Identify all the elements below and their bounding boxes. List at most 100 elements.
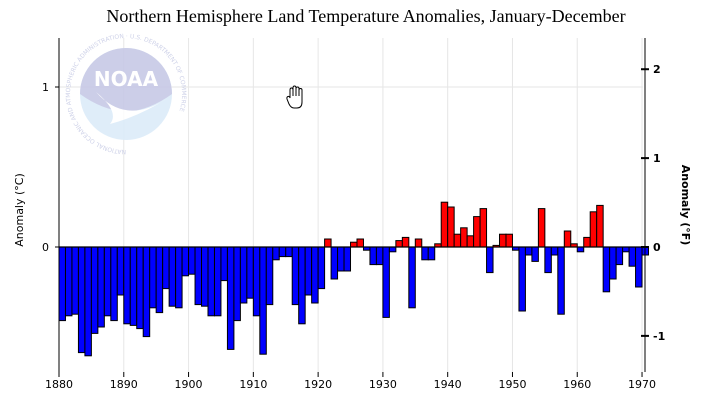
- bar: [369, 246, 377, 266]
- bar: [544, 246, 552, 274]
- bar: [473, 216, 481, 248]
- bar: [557, 246, 565, 315]
- bar: [388, 246, 397, 253]
- bar: [447, 206, 455, 248]
- bar: [64, 246, 73, 317]
- bar: [103, 246, 112, 317]
- bar: [116, 246, 125, 296]
- bar: [609, 246, 617, 280]
- bar: [311, 246, 319, 304]
- bar: [110, 246, 118, 322]
- bar: [330, 246, 339, 280]
- bar: [350, 241, 358, 248]
- bar: [537, 208, 546, 248]
- noaa-logo-text: NOAA: [94, 67, 159, 91]
- x-tick-label: 1940: [434, 378, 462, 391]
- bar: [129, 246, 138, 326]
- bar: [272, 246, 280, 261]
- bar: [382, 246, 390, 318]
- bar: [466, 235, 475, 248]
- y-tick-label: 0: [42, 241, 49, 254]
- bar: [337, 246, 345, 272]
- bar: [259, 246, 267, 355]
- bar: [298, 246, 306, 325]
- bar: [628, 246, 637, 267]
- bar: [84, 246, 92, 357]
- bar: [317, 246, 326, 290]
- bar: [343, 246, 352, 272]
- hand-cursor-icon: [286, 85, 303, 109]
- bar: [408, 246, 416, 309]
- bar: [550, 246, 559, 256]
- bar: [278, 246, 287, 258]
- bar: [226, 246, 235, 350]
- bar: [123, 246, 131, 325]
- bar: [324, 238, 332, 248]
- x-tick-label: 1890: [110, 378, 138, 391]
- bar: [440, 201, 449, 248]
- bar: [77, 246, 86, 354]
- x-tick-label: 1910: [239, 378, 267, 391]
- axes: 1880 1890 1900 1910 1920 1930 1940 1950 1960 1970…: [42, 38, 665, 391]
- y2-axis-label: Anomaly (°F): [679, 165, 692, 246]
- bar: [414, 238, 423, 248]
- bar: [155, 246, 164, 314]
- bar: [479, 208, 488, 248]
- x-tick-label: 1880: [45, 378, 73, 391]
- chart-title: Northern Hemisphere Land Temperature Ano…: [106, 6, 625, 26]
- x-tick-label: 1900: [175, 378, 203, 391]
- bars: [58, 201, 650, 357]
- bar: [97, 246, 105, 328]
- bar: [71, 246, 79, 315]
- bar: [524, 246, 533, 256]
- bar: [583, 236, 591, 248]
- x-tick-label: 1920: [304, 378, 332, 391]
- x-tick-label: 1960: [563, 378, 591, 391]
- bar: [635, 246, 643, 288]
- bar: [563, 230, 572, 248]
- bar: [194, 246, 203, 306]
- x-tick-label: 1950: [498, 378, 526, 391]
- bar: [252, 246, 261, 317]
- bar: [213, 246, 222, 317]
- bar: [622, 246, 630, 253]
- bar: [499, 233, 507, 248]
- bar: [304, 246, 313, 296]
- y2-tick-label: 0: [653, 241, 661, 254]
- bar: [589, 211, 598, 248]
- bar: [453, 233, 462, 248]
- bar: [265, 246, 274, 306]
- bar: [602, 246, 611, 293]
- bar: [356, 238, 364, 248]
- bar: [401, 236, 410, 248]
- bar: [576, 246, 585, 253]
- y2-tick-label: 1: [653, 152, 661, 165]
- bar: [246, 246, 254, 299]
- bar: [505, 233, 513, 248]
- bar: [207, 246, 215, 317]
- y-axis-label: Anomaly (°C): [13, 173, 26, 247]
- bar: [188, 246, 196, 275]
- bar: [486, 246, 494, 274]
- bar: [136, 246, 144, 330]
- bar: [427, 246, 436, 261]
- bar: [395, 240, 403, 248]
- bar: [181, 246, 190, 277]
- bar: [233, 246, 241, 322]
- bar: [291, 246, 300, 306]
- bar: [239, 246, 248, 304]
- noaa-logo: NOAA NATIONAL OCEANIC AND ATMOSPHERIC AD…: [65, 33, 187, 155]
- y2-tick-label: 2: [653, 63, 661, 76]
- bar: [460, 227, 468, 248]
- bar: [90, 246, 99, 334]
- bar: [149, 246, 157, 309]
- bar: [175, 246, 183, 309]
- bar: [531, 246, 539, 262]
- bar: [615, 246, 624, 266]
- bar: [220, 246, 228, 282]
- bar: [168, 246, 177, 307]
- bar: [58, 246, 66, 322]
- bar: [375, 246, 384, 266]
- x-tick-label: 1970: [628, 378, 656, 391]
